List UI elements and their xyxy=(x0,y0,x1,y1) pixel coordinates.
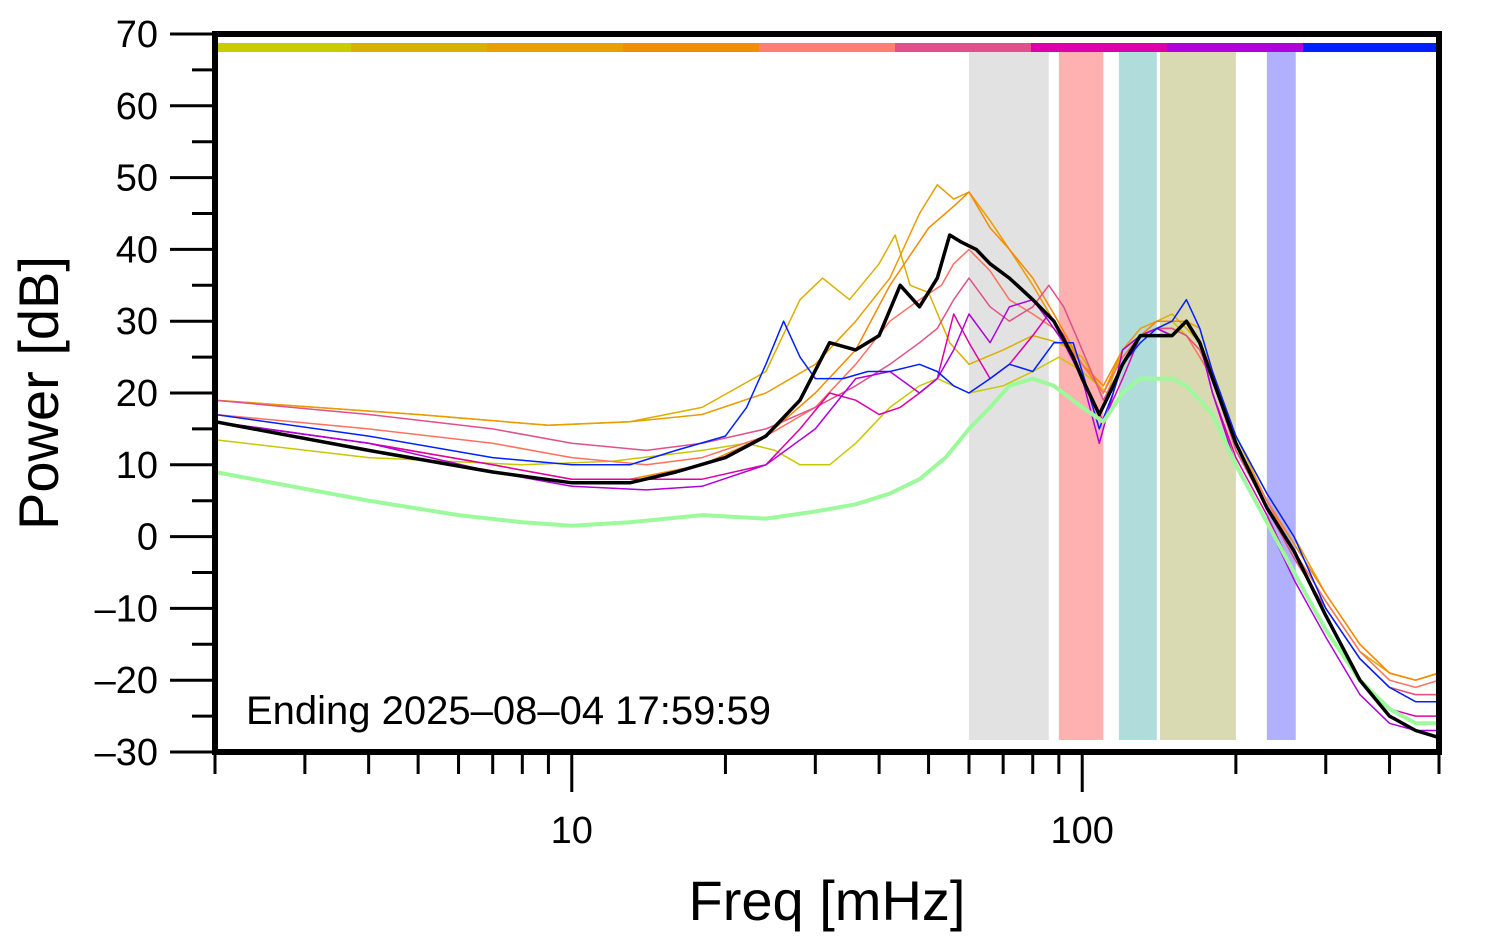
top-color-bar xyxy=(215,43,1440,52)
x-tick-label-1: 100 xyxy=(1051,810,1114,852)
series-line-8 xyxy=(214,298,1440,703)
series-line-6 xyxy=(214,313,1440,717)
y-tick-label-6: 10 xyxy=(116,445,158,487)
y-tick-label-7: 0 xyxy=(137,517,158,559)
y-tick-label-1: 60 xyxy=(116,86,158,128)
series-lines xyxy=(213,184,1441,740)
x-axis-title: Freq [mHz] xyxy=(689,869,966,932)
shaded-bands xyxy=(968,52,1296,740)
series-line-7 xyxy=(214,298,1440,732)
series-line-3 xyxy=(214,191,1440,681)
y-axis-title: Power [dB] xyxy=(7,256,70,530)
color-bar-segment-4 xyxy=(759,43,896,52)
shaded-band-2 xyxy=(1118,52,1157,740)
color-bar-segment-2 xyxy=(487,43,624,52)
color-bar-segment-0 xyxy=(215,43,352,52)
series-line-1 xyxy=(214,234,1440,681)
color-bar-segment-8 xyxy=(1303,43,1440,52)
series-line-4 xyxy=(214,248,1440,689)
color-bar-segment-6 xyxy=(1031,43,1168,52)
color-bar-segment-3 xyxy=(623,43,760,52)
y-tick-label-8: –10 xyxy=(95,588,158,630)
y-tick-label-9: –20 xyxy=(95,660,158,702)
x-tick-label-0: 10 xyxy=(551,810,593,852)
series-line-10 xyxy=(213,233,1441,740)
plot-frame xyxy=(212,31,1442,755)
ending-timestamp: Ending 2025–08–04 17:59:59 xyxy=(246,689,771,733)
y-tick-label-5: 20 xyxy=(116,373,158,415)
y-tick-label-10: –30 xyxy=(95,732,158,774)
shaded-band-4 xyxy=(1266,52,1296,740)
y-tick-label-2: 50 xyxy=(116,158,158,200)
y-tick-label-0: 70 xyxy=(116,14,158,56)
shaded-band-0 xyxy=(968,52,1049,740)
y-tick-label-4: 30 xyxy=(116,301,158,343)
series-line-9 xyxy=(213,376,1441,726)
y-tick-label-3: 40 xyxy=(116,229,158,271)
color-bar-segment-7 xyxy=(1167,43,1304,52)
color-bar-segment-1 xyxy=(351,43,488,52)
color-bar-segment-5 xyxy=(895,43,1032,52)
